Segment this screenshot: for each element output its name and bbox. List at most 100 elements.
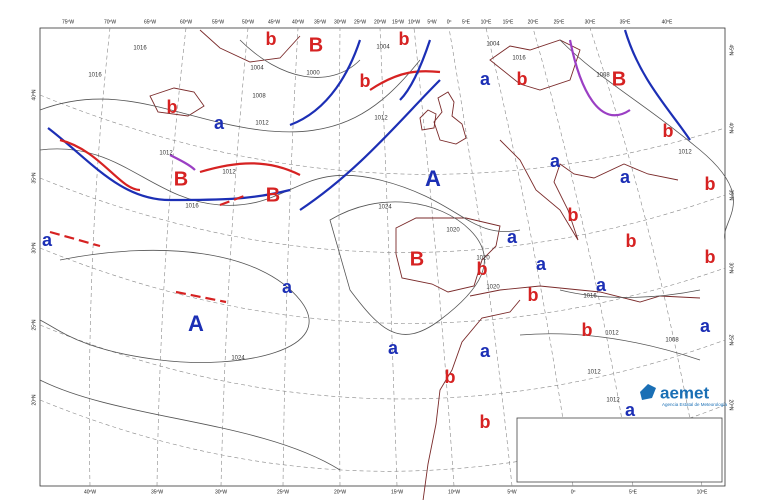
latitude-label: 40ºN	[728, 123, 734, 134]
latitude-label: 35ºN	[728, 190, 734, 201]
longitude-label: 30ºW	[215, 489, 227, 495]
meridian	[379, 27, 398, 487]
pressure-center: B	[309, 34, 323, 56]
map-frame	[39, 27, 726, 487]
longitude-label: 25ºW	[354, 19, 366, 25]
longitude-label: 35ºW	[151, 489, 163, 495]
pressure-center: a	[700, 316, 711, 336]
longitude-label: 0º	[571, 489, 576, 495]
pressure-center: b	[705, 174, 716, 194]
pressure-center: b	[360, 71, 371, 91]
pressure-center: a	[388, 338, 399, 358]
longitude-label: 20ºW	[374, 19, 386, 25]
pressure-center: b	[480, 412, 491, 432]
info-box	[516, 417, 723, 483]
longitude-label: 40ºW	[84, 489, 96, 495]
longitude-label: 45ºW	[268, 19, 280, 25]
isobar-label: 1004	[250, 66, 264, 72]
longitude-label: 5ºE	[462, 19, 471, 25]
longitude-label: 20ºE	[528, 19, 539, 25]
longitude-label: 0º	[447, 19, 452, 25]
pressure-center: a	[596, 275, 607, 295]
pressure-center: a	[214, 113, 225, 133]
longitude-label: 40ºW	[292, 19, 304, 25]
parallel	[39, 399, 726, 472]
isobar-label: 1020	[486, 285, 500, 291]
isobar-label: 1008	[665, 338, 679, 344]
isobar-label: 1020	[476, 256, 490, 262]
isobar-label: 1008	[596, 73, 610, 79]
isobar-label: 1024	[378, 205, 392, 211]
pressure-center: b	[445, 367, 456, 387]
longitude-label: 10ºE	[697, 489, 708, 495]
pressure-center: A	[188, 311, 204, 336]
longitude-label: 40ºE	[662, 19, 673, 25]
longitude-label: 25ºE	[554, 19, 565, 25]
isobar-label: 1004	[376, 45, 390, 51]
latitude-label: 30ºN	[31, 242, 37, 253]
meridian	[156, 27, 187, 487]
pressure-center: b	[568, 205, 579, 225]
isobar-label: 1012	[255, 121, 269, 127]
logo-name: aemet	[660, 383, 709, 402]
isobar-label: 1016	[512, 56, 526, 62]
pressure-center: a	[282, 277, 293, 297]
pressure-center: b	[626, 231, 637, 251]
pressure-center: b	[528, 285, 539, 305]
pressure-center: B	[174, 168, 188, 190]
isobar-label: 1008	[252, 94, 266, 100]
latitude-label: 20ºN	[31, 394, 37, 405]
pressure-center: a	[536, 254, 547, 274]
pressure-center: b	[582, 320, 593, 340]
latitude-label: 45ºN	[728, 45, 734, 56]
isobar-label: 1012	[587, 370, 601, 376]
meridian	[220, 27, 249, 487]
pressure-center: A	[425, 166, 441, 191]
longitude-label: 50ºW	[242, 19, 254, 25]
meridian	[282, 27, 299, 487]
logo-icon	[640, 384, 656, 400]
parallel	[39, 177, 726, 253]
latitude-label: 30ºN	[728, 263, 734, 274]
longitude-label: 5ºE	[629, 489, 638, 495]
longitude-label: 30ºW	[334, 19, 346, 25]
parallel	[39, 247, 726, 324]
pressure-center: b	[517, 69, 528, 89]
meridian	[413, 27, 455, 487]
longitude-label: 70ºW	[104, 19, 116, 25]
isobar-label: 1016	[185, 204, 199, 210]
pressure-center: a	[550, 151, 561, 171]
isobar-label: 1016	[133, 46, 147, 52]
pressure-center: b	[266, 29, 277, 49]
latitude-label: 20ºN	[728, 400, 734, 411]
isobar-label: 1012	[222, 170, 236, 176]
latitude-label: 35ºN	[31, 172, 37, 183]
isobar-label: 1012	[606, 398, 620, 404]
longitude-label: 10ºW	[408, 19, 420, 25]
meridian	[89, 27, 111, 487]
pressure-center: a	[42, 230, 53, 250]
longitude-label: 15ºE	[503, 19, 514, 25]
longitude-label: 10ºW	[448, 489, 460, 495]
pressure-center: b	[399, 29, 410, 49]
isobar-label: 1004	[486, 42, 500, 48]
pressure-center: b	[477, 259, 488, 279]
pressure-center: a	[625, 400, 636, 420]
pressure-center: b	[167, 97, 178, 117]
parallel	[39, 324, 726, 400]
isobar-label: 1000	[306, 71, 320, 77]
latitude-label: 40ºN	[31, 89, 37, 100]
latitude-label: 25ºN	[728, 335, 734, 346]
pressure-center: B	[612, 68, 626, 90]
pressure-center: b	[663, 121, 674, 141]
pressure-center: b	[705, 247, 716, 267]
longitude-label: 20ºW	[334, 489, 346, 495]
longitude-label: 35ºE	[620, 19, 631, 25]
latitude-label: 25ºN	[31, 319, 37, 330]
longitude-label: 15ºW	[392, 19, 404, 25]
isobar-label: 1012	[678, 150, 692, 156]
parallel	[39, 94, 726, 175]
